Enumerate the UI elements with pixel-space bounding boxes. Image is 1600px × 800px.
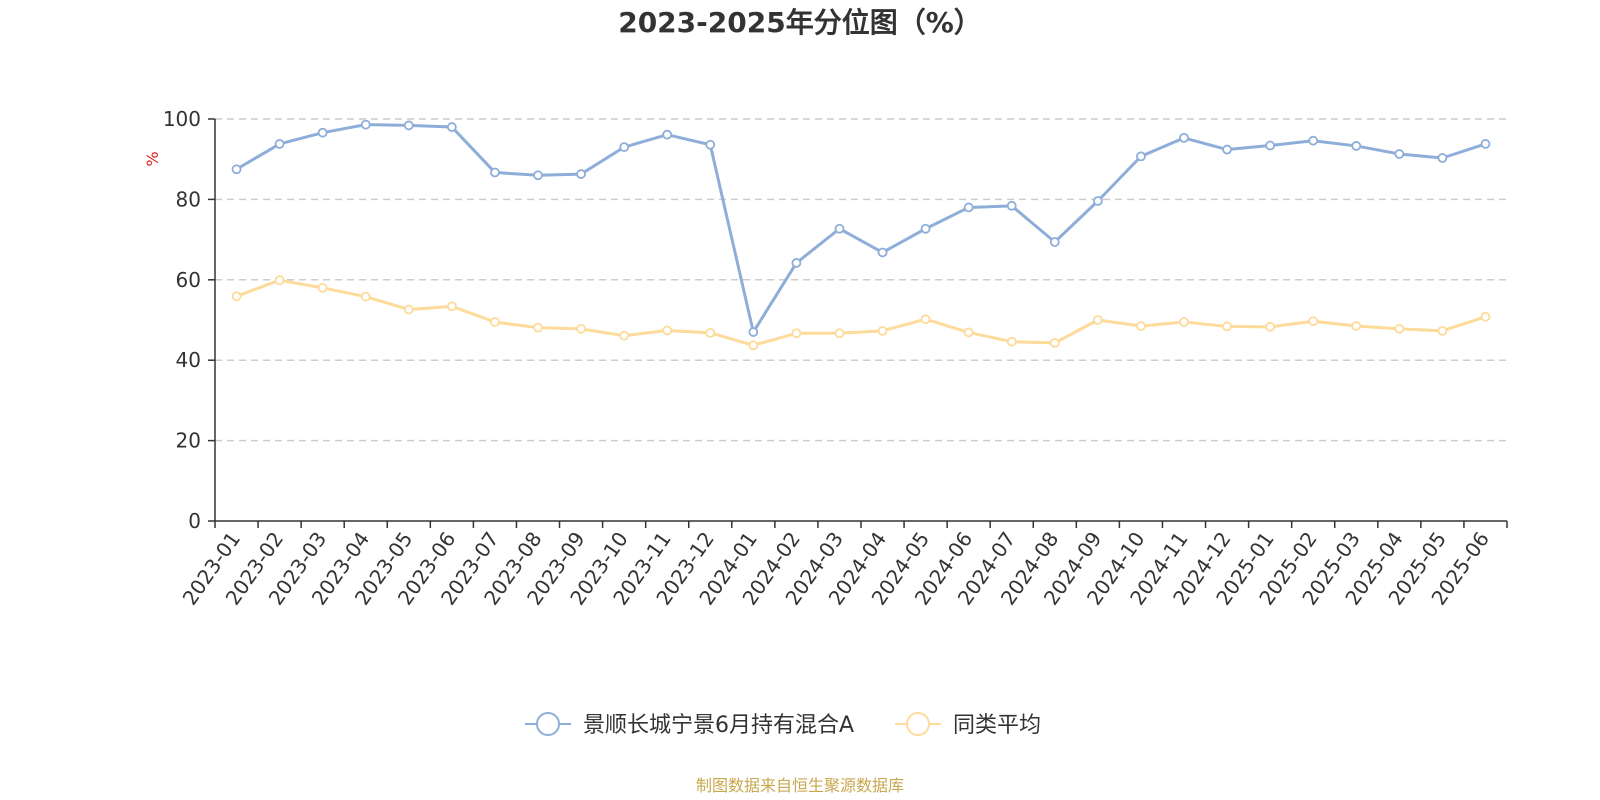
data-point	[748, 340, 759, 351]
data-point	[1394, 149, 1405, 159]
series-group	[231, 119, 1491, 351]
data-point	[963, 327, 974, 338]
data-point	[1092, 196, 1103, 206]
data-point	[231, 164, 242, 175]
data-point	[1480, 311, 1491, 322]
y-tick-label: 100	[163, 107, 201, 131]
y-tick-label: 0	[188, 509, 201, 533]
data-point	[791, 328, 802, 339]
data-point	[1092, 315, 1103, 325]
data-point	[490, 317, 500, 327]
data-point	[791, 258, 802, 268]
data-point	[1437, 325, 1448, 336]
data-point	[1394, 323, 1405, 334]
data-point	[1480, 139, 1491, 149]
data-point	[920, 314, 931, 325]
data-point	[576, 169, 586, 179]
legend-label: 景顺长城宁景6月持有混合A	[583, 713, 854, 738]
data-point	[403, 120, 414, 131]
data-point	[317, 127, 328, 138]
data-point	[834, 328, 845, 339]
data-point	[1136, 151, 1146, 162]
y-axis-label: %	[143, 151, 162, 166]
data-point	[705, 139, 716, 150]
data-point	[1308, 135, 1319, 146]
data-point	[446, 301, 457, 312]
legend-marker	[906, 712, 930, 736]
data-point	[317, 282, 328, 293]
data-point	[1351, 321, 1362, 331]
chart-title: 2023-2025年分位图（%）	[618, 6, 982, 39]
data-point	[1437, 153, 1448, 163]
data-point	[662, 325, 673, 336]
data-point	[1265, 140, 1276, 151]
data-point	[446, 122, 457, 132]
legend-item: 同类平均	[895, 712, 1041, 738]
data-point	[274, 139, 285, 149]
data-point	[1006, 200, 1017, 211]
data-point	[834, 223, 845, 234]
data-point	[576, 323, 586, 334]
legend-marker	[536, 712, 560, 736]
data-point	[490, 167, 500, 178]
data-point	[619, 330, 630, 341]
series-line	[235, 123, 1486, 334]
data-point	[231, 291, 242, 302]
data-point	[877, 247, 888, 258]
legend-label: 同类平均	[953, 713, 1041, 738]
data-point	[1049, 338, 1060, 348]
data-point	[274, 275, 285, 286]
data-point	[1006, 336, 1017, 347]
data-point	[1136, 321, 1146, 331]
data-point	[619, 142, 630, 153]
data-point	[920, 223, 931, 234]
data-point	[1222, 321, 1232, 332]
data-point	[533, 322, 543, 333]
data-point	[360, 119, 371, 130]
data-point	[748, 327, 759, 337]
data-point	[1308, 316, 1319, 327]
source-note: 制图数据来自恒生聚源数据库	[696, 776, 904, 795]
series-line	[236, 278, 1486, 347]
data-point	[963, 202, 974, 213]
y-tick-label: 20	[176, 429, 201, 453]
y-tick-label: 80	[176, 187, 201, 211]
data-point	[360, 291, 371, 302]
data-point	[1179, 317, 1189, 327]
y-tick-labels: 0 20 40 60 80 100	[163, 107, 201, 533]
data-point	[662, 129, 673, 140]
x-tick-labels: 2023-012023-022023-032023-042023-052023-…	[178, 527, 1495, 609]
y-tick-label: 40	[176, 348, 201, 372]
y-tick-label: 60	[176, 268, 201, 292]
legend-item: 景顺长城宁景6月持有混合A	[525, 712, 854, 738]
data-point	[1049, 237, 1060, 247]
data-point	[403, 304, 414, 315]
axes	[208, 118, 1508, 528]
legend: 景顺长城宁景6月持有混合A 同类平均	[525, 712, 1041, 738]
data-point	[877, 325, 888, 336]
data-point	[533, 170, 543, 181]
series-1	[231, 275, 1491, 351]
data-point	[1351, 141, 1362, 151]
data-point	[705, 327, 716, 338]
data-point	[1265, 321, 1276, 332]
data-point	[1222, 144, 1232, 155]
series-0	[231, 119, 1491, 337]
grid-lines	[215, 118, 1507, 442]
data-point	[1179, 132, 1189, 143]
